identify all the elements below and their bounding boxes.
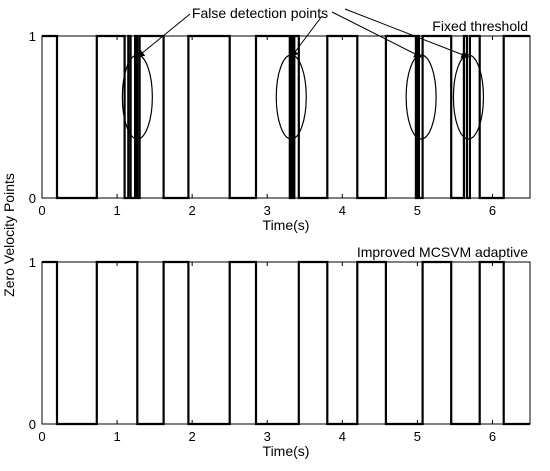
false-detection-ellipse [405, 54, 437, 140]
x-tick-label: 2 [189, 203, 196, 218]
series-line [42, 260, 530, 426]
y-tick-label: 1 [29, 29, 36, 44]
x-tick-label: 4 [339, 203, 346, 218]
x-tick-label: 6 [489, 203, 496, 218]
axes-frame [41, 35, 531, 199]
annotation-arrow [344, 8, 470, 59]
x-tick-label: 6 [489, 429, 496, 444]
bottom-panel: 0 1 2 3 4 5 6 0 1 Time(s) Improved MCSVM adaptive [29, 244, 531, 459]
x-tick-label: 2 [189, 429, 196, 444]
x-tick-label: 1 [113, 429, 120, 444]
y-axis-label: Zero Velocity Points [1, 173, 17, 297]
top-panel: 0 1 2 3 4 5 6 0 1 Time(s) Fixed threshold False det… [29, 5, 531, 233]
chart-title: Improved MCSVM adaptive [357, 244, 528, 260]
series-line [42, 34, 530, 200]
y-tick-label: 1 [29, 255, 36, 270]
annotation-arrow [290, 15, 323, 58]
annotation-label: False detection points [192, 5, 328, 21]
x-tick-label: 0 [38, 203, 45, 218]
y-tick-label: 0 [29, 191, 36, 206]
x-tick-label: 5 [414, 429, 421, 444]
x-axis-label: Time(s) [263, 443, 310, 459]
x-tick-label: 3 [264, 429, 271, 444]
x-tick-label: 5 [414, 203, 421, 218]
chart-title: Fixed threshold [432, 18, 528, 34]
x-axis-label: Time(s) [263, 217, 310, 233]
x-tick-label: 0 [38, 429, 45, 444]
x-tick-label: 1 [113, 203, 120, 218]
x-tick-label: 4 [339, 429, 346, 444]
x-tick-label: 3 [264, 203, 271, 218]
annotation-arrow [136, 13, 191, 58]
axes-frame [41, 261, 531, 425]
y-tick-label: 0 [29, 417, 36, 432]
annotation-arrow [331, 11, 423, 58]
